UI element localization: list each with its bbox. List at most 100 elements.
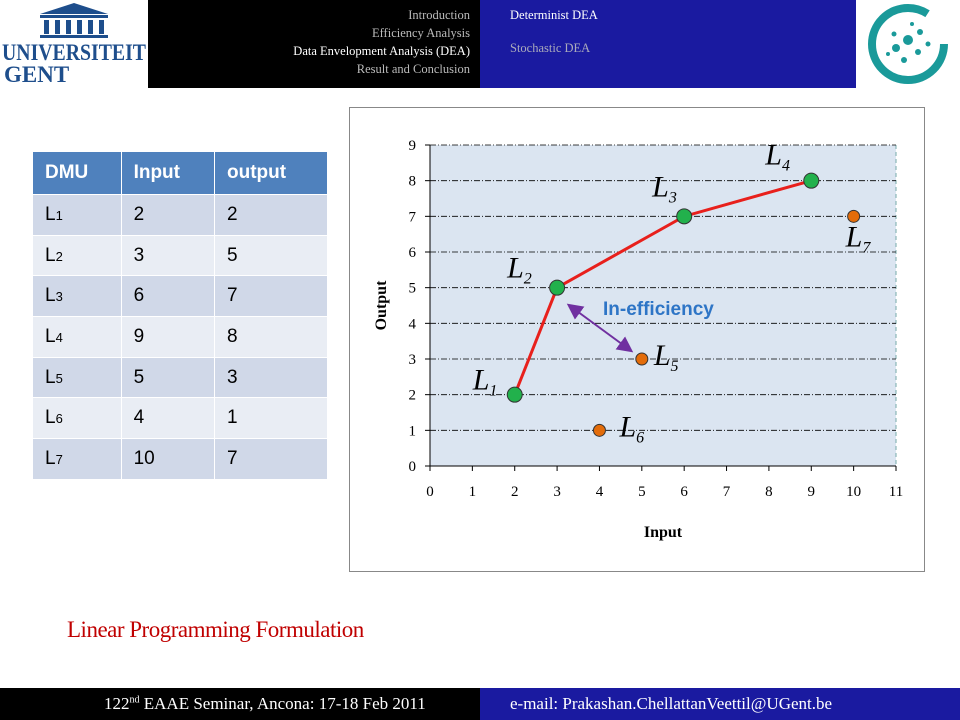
y-axis-label: Output <box>373 280 390 330</box>
y-tick-label: 6 <box>409 245 417 261</box>
x-axis-label: Input <box>644 524 683 541</box>
plot-area <box>430 145 896 466</box>
output-cell: 3 <box>214 356 328 399</box>
dmu-subscript: 1 <box>55 207 63 223</box>
footer-text: 122 <box>104 694 130 713</box>
table-row: L7 10 7 <box>32 438 328 480</box>
point-label-base: L <box>651 170 669 203</box>
logo-text: UNIVERSITEIT <box>2 40 146 65</box>
table-row: L3 6 7 <box>32 275 328 318</box>
x-tick-label: 2 <box>511 484 519 500</box>
annotation: In-efficiency <box>603 299 714 320</box>
dmu-cell: L6 <box>32 397 122 440</box>
point-label-sub: 1 <box>489 383 497 400</box>
point-label: L2 <box>506 252 532 288</box>
point-label: L3 <box>651 170 677 206</box>
footer-left: 122nd EAAE Seminar, Ancona: 17-18 Feb 20… <box>104 694 426 714</box>
nav-menu: Introduction Efficiency Analysis Data En… <box>148 0 480 88</box>
x-tick-label: 3 <box>553 484 561 500</box>
dmu-subscript: 2 <box>55 248 63 264</box>
y-tick-label: 9 <box>409 138 417 154</box>
output-cell: 7 <box>214 438 328 480</box>
input-cell: 10 <box>120 438 216 480</box>
sub-nav-item[interactable]: Determinist DEA <box>510 8 598 22</box>
table-row: L1 2 2 <box>32 194 328 236</box>
column-header: Input <box>120 151 216 195</box>
point-label: L5 <box>653 339 679 375</box>
dmu-name: L <box>45 366 56 388</box>
point-label-base: L <box>472 364 490 397</box>
dmu-name: L <box>45 407 56 429</box>
y-tick-label: 2 <box>409 388 417 404</box>
point-label-sub: 5 <box>671 358 679 375</box>
footer-text: nd <box>129 694 140 706</box>
point-label-sub: 2 <box>524 271 532 288</box>
dmu-cell: L4 <box>32 316 122 358</box>
data-point <box>592 423 606 437</box>
x-tick-label: 0 <box>426 484 434 500</box>
table-row: L2 3 5 <box>32 234 328 277</box>
y-tick-label: 7 <box>409 209 417 225</box>
point-label-base: L <box>506 252 524 285</box>
logo-graphic: UNIVERSITEIT GENT <box>2 3 146 87</box>
nav-item[interactable]: Introduction <box>408 8 470 22</box>
dmu-name: L <box>45 285 56 307</box>
input-cell: 2 <box>120 194 216 236</box>
data-point <box>635 352 649 366</box>
y-tick-label: 0 <box>409 459 417 475</box>
dmu-name: L <box>45 244 56 266</box>
input-cell: 3 <box>120 234 216 277</box>
point-label-base: L <box>845 220 863 253</box>
frontier-line <box>513 179 812 396</box>
nav-item[interactable]: Data Envelopment Analysis (DEA) <box>293 44 470 58</box>
data-point <box>549 279 566 296</box>
nav-item[interactable]: Result and Conclusion <box>356 62 470 76</box>
dmu-subscript: 5 <box>55 370 63 386</box>
x-tick-label: 1 <box>469 484 477 500</box>
y-tick-label: 4 <box>409 316 417 332</box>
data-point <box>803 172 820 189</box>
x-tick-label: 6 <box>680 484 688 500</box>
x-tick-label: 7 <box>723 484 731 500</box>
dmu-cell: L7 <box>32 438 122 480</box>
footer-email: e-mail: Prakashan.ChellattanVeettil@UGen… <box>510 694 833 713</box>
input-cell: 6 <box>120 275 216 318</box>
y-tick-label: 1 <box>409 423 417 439</box>
point-label-base: L <box>653 339 671 372</box>
dmu-subscript: 4 <box>55 329 63 345</box>
dmu-name: L <box>45 203 56 225</box>
nav-item[interactable]: Efficiency Analysis <box>371 26 470 40</box>
column-header: DMU <box>32 151 122 195</box>
x-tick-label: 9 <box>808 484 816 500</box>
section-title: Linear Programming Formulation <box>67 617 364 642</box>
data-point <box>847 209 861 223</box>
output-cell: 2 <box>214 194 328 236</box>
point-label: L1 <box>472 364 498 400</box>
x-tick-label: 11 <box>889 484 903 500</box>
footer-right-box: e-mail: Prakashan.ChellattanVeettil@UGen… <box>480 688 960 720</box>
column-header: output <box>214 151 328 195</box>
data-point <box>506 386 523 403</box>
table-row: L4 9 8 <box>32 316 328 358</box>
table-row: L6 4 1 <box>32 397 328 440</box>
point-label: L7 <box>845 220 872 256</box>
y-tick-label: 5 <box>409 281 417 297</box>
inefficiency-arrow <box>566 303 634 353</box>
dmu-cell: L3 <box>32 275 122 318</box>
point-label: L6 <box>618 410 644 446</box>
sub-menu: Determinist DEA Stochastic DEA <box>480 0 856 88</box>
point-label-sub: 7 <box>862 239 871 256</box>
dmu-name: L <box>45 447 56 469</box>
dmu-subscript: 6 <box>55 411 63 427</box>
sub-nav-item[interactable]: Stochastic DEA <box>510 41 591 55</box>
data-point <box>676 208 693 225</box>
dmu-subscript: 7 <box>55 451 63 467</box>
x-tick-label: 5 <box>638 484 646 500</box>
logo-text: GENT <box>4 62 69 87</box>
university-logo: UNIVERSITEIT GENT <box>0 0 148 88</box>
dmu-cell: L2 <box>32 234 122 277</box>
table-header: DMU Input output <box>32 151 328 195</box>
point-label-base: L <box>618 410 636 443</box>
